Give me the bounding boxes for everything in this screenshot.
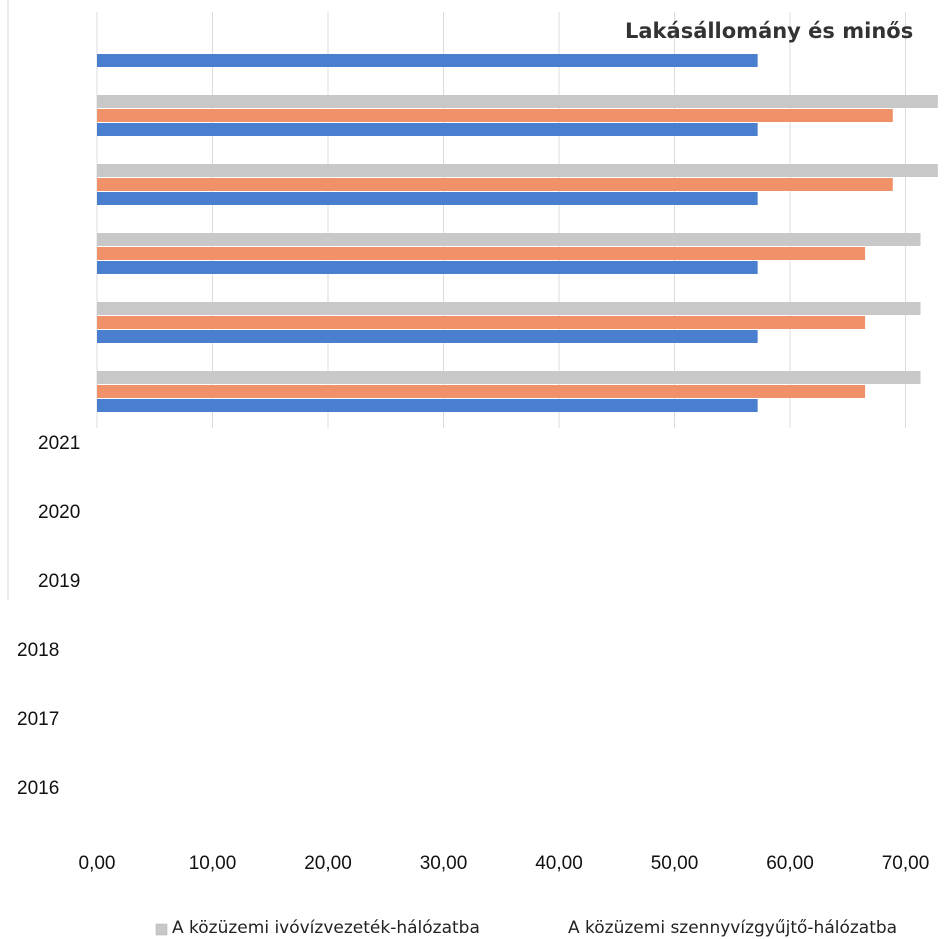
bar-2019-series-1: [97, 164, 938, 177]
y-tick-label: 2018: [17, 640, 59, 661]
x-tick-label: 0,00: [79, 853, 116, 874]
x-tick-label: 10,00: [189, 853, 237, 874]
bar-2018-series-3: [97, 261, 758, 274]
bar-2016-series-1: [97, 371, 921, 384]
bar-2016-series-2: [97, 385, 866, 398]
bar-2020-series-2: [97, 109, 893, 122]
x-tick-label: 50,00: [651, 853, 699, 874]
x-tick-label: 40,00: [535, 853, 583, 874]
bars: [97, 54, 938, 412]
x-tick-label: 60,00: [766, 853, 814, 874]
legend-label-series-2: A közüzemi szennyvízgyűjtő-hálózatba: [568, 918, 897, 938]
gridlines: [96, 12, 906, 428]
y-tick-label: 2021: [38, 433, 80, 454]
bar-2020-series-3: [97, 123, 758, 136]
bar-2016-series-3: [97, 399, 758, 412]
x-tick-label: 20,00: [304, 853, 352, 874]
x-axis-labels: 0,00 10,00 20,00 30,00 40,00 50,00 60,00 70,00: [79, 853, 930, 874]
bar-2017-series-3: [97, 330, 758, 343]
bar-2018-series-1: [97, 233, 921, 246]
legend-label-series-1: A közüzemi ivóvízvezeték-hálózatba: [172, 918, 480, 938]
y-tick-label: 2016: [17, 778, 59, 799]
bar-2018-series-2: [97, 247, 866, 260]
bar-2019-series-2: [97, 178, 893, 191]
chart-title: Lakásállomány és minős: [625, 19, 913, 43]
bar-2019-series-3: [97, 192, 758, 205]
x-tick-label: 30,00: [420, 853, 468, 874]
legend: A közüzemi ivóvízvezeték-hálózatba A köz…: [155, 918, 897, 938]
bar-2017-series-1: [97, 302, 921, 315]
bar-2017-series-2: [97, 316, 866, 329]
bar-2021-series-3: [97, 54, 758, 67]
legend-swatch-series-1: [155, 923, 168, 936]
y-axis-labels: 2021 2020 2019 2018 2017 2016: [17, 433, 80, 799]
bar-2020-series-1: [97, 95, 938, 108]
y-tick-label: 2017: [17, 709, 59, 730]
y-tick-label: 2020: [38, 502, 80, 523]
y-tick-label: 2019: [38, 571, 80, 592]
x-tick-label: 70,00: [882, 853, 930, 874]
